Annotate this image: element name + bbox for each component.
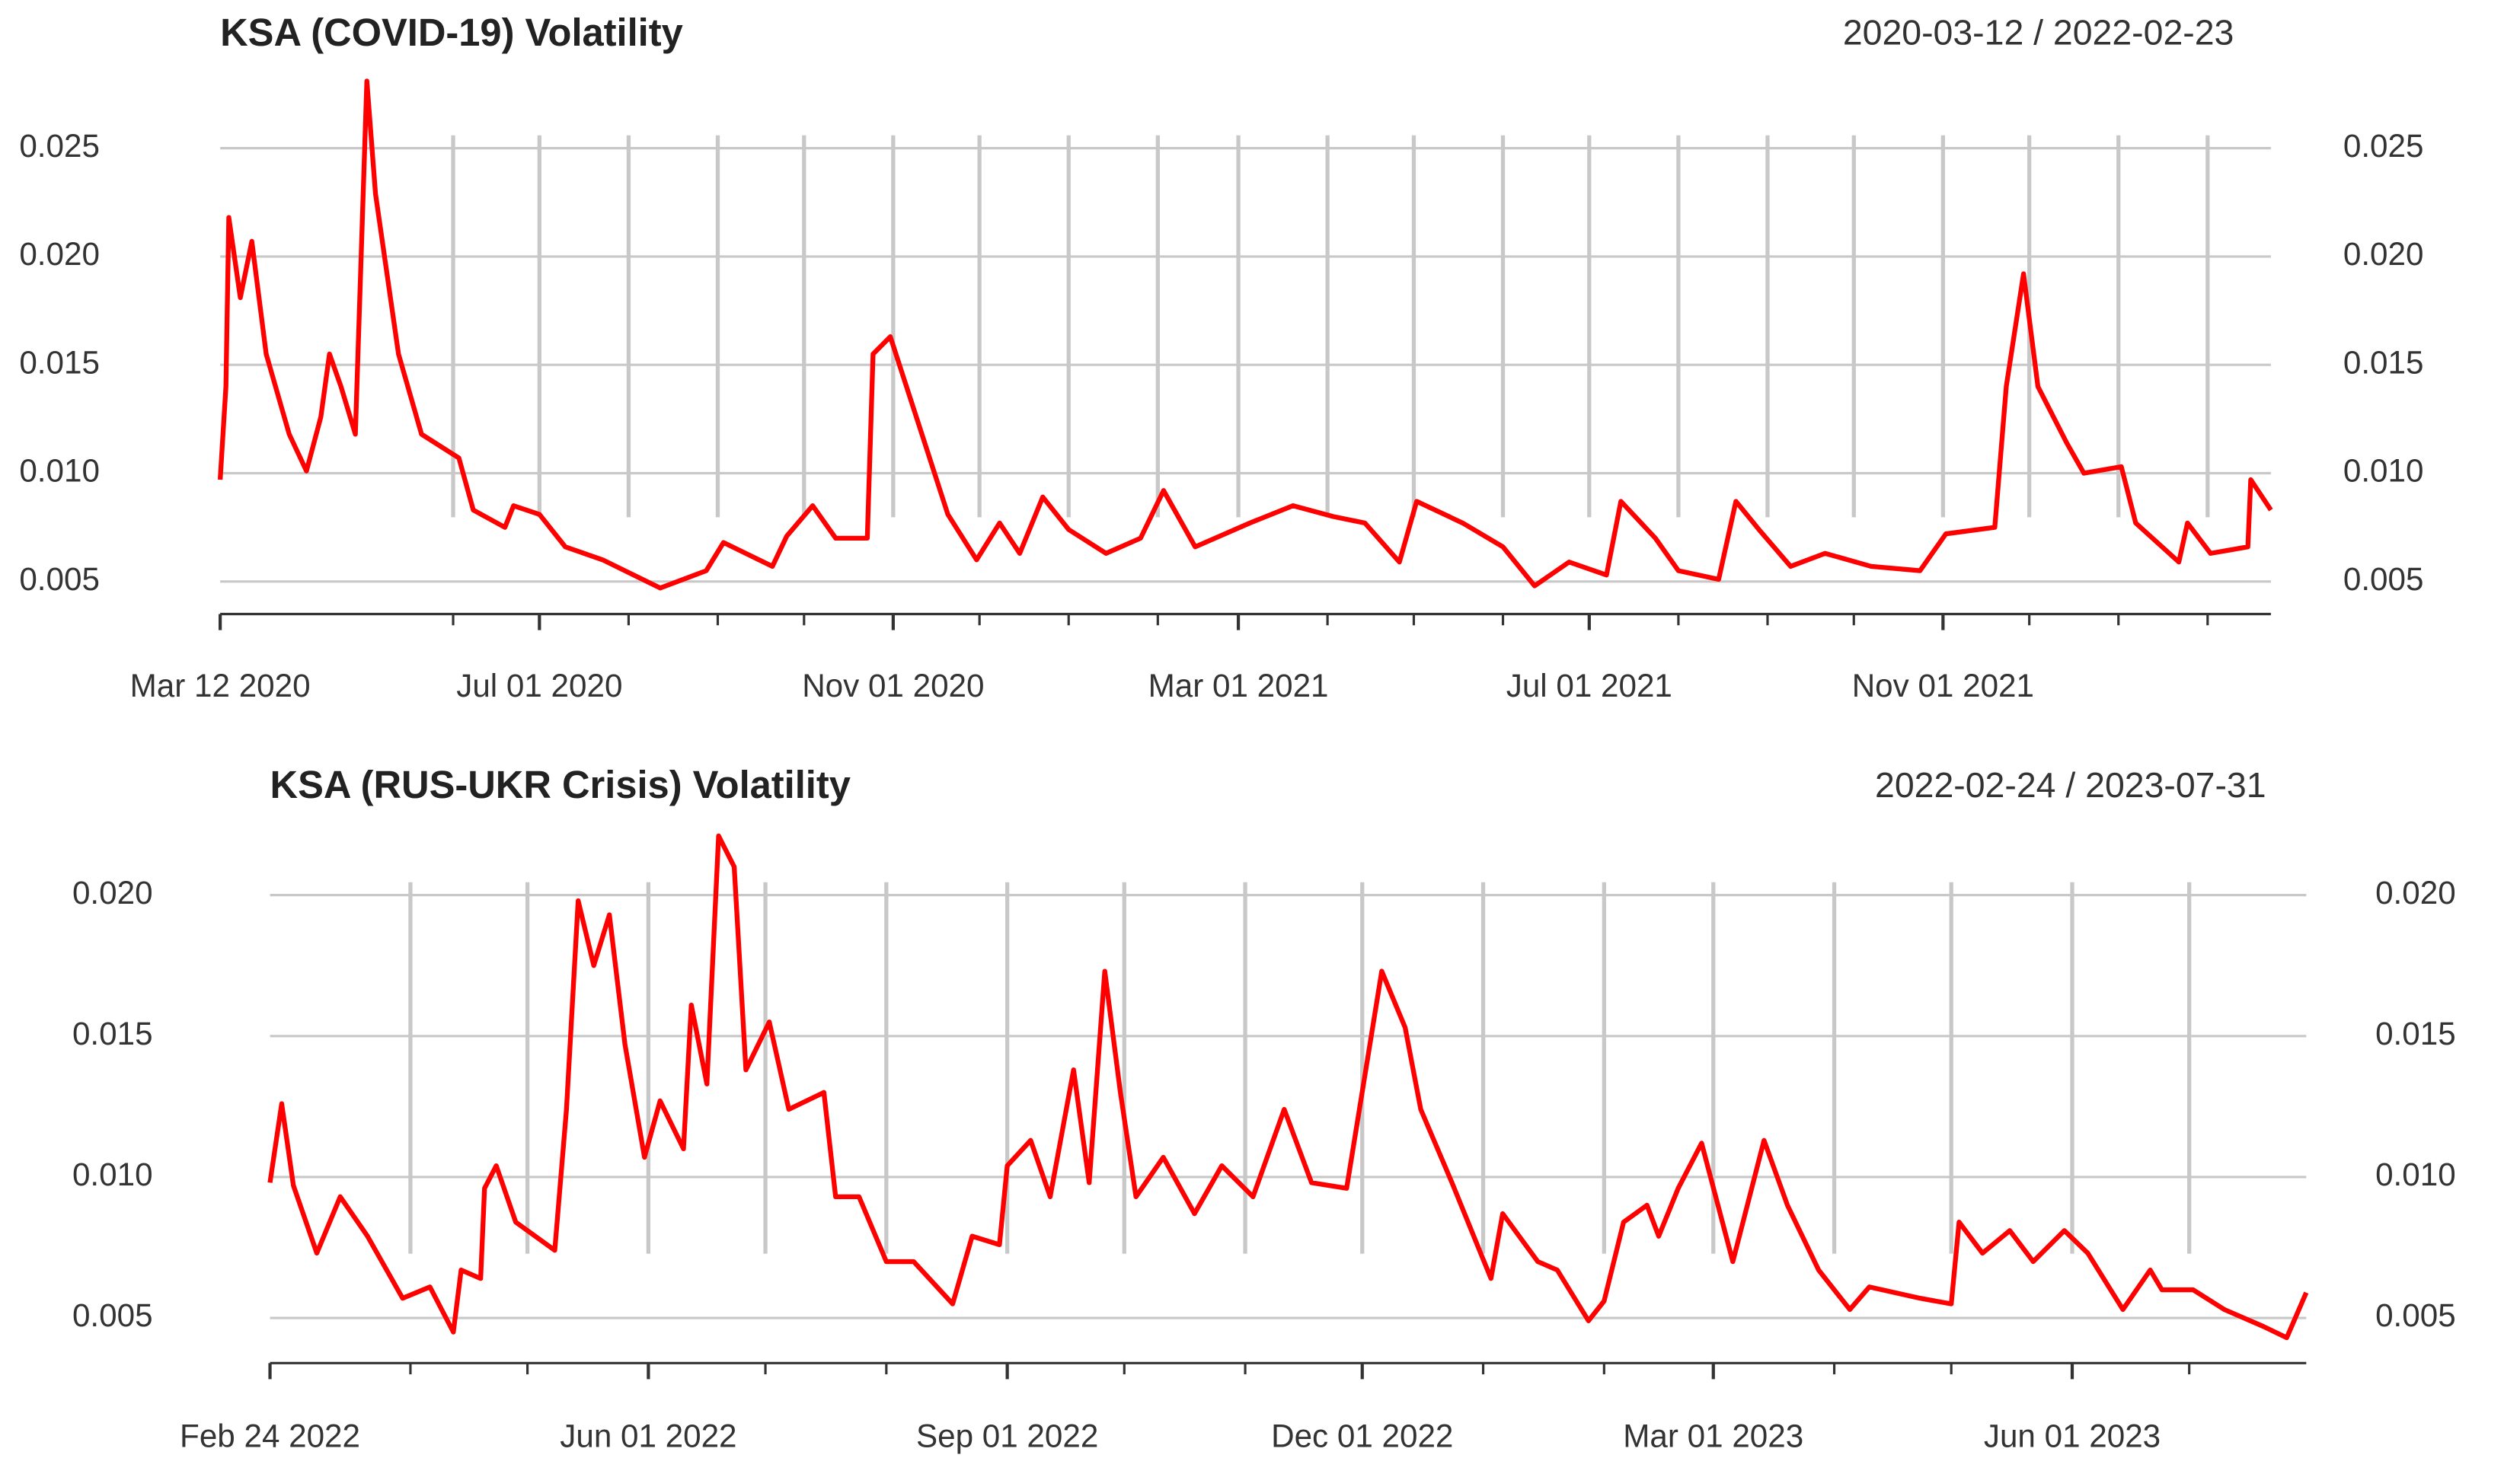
y-tick-label-right: 0.005 [2343, 561, 2424, 597]
y-tick-label: 0.005 [72, 1297, 153, 1333]
x-tick-label: Nov 01 2021 [1852, 668, 2034, 704]
y-tick-label: 0.010 [19, 453, 100, 489]
y-tick-label: 0.010 [72, 1157, 153, 1192]
x-tick-label: Mar 01 2021 [1148, 668, 1329, 704]
y-tick-label: 0.015 [72, 1016, 153, 1051]
y-tick-label: 0.015 [19, 344, 100, 380]
y-tick-label-right: 0.010 [2375, 1157, 2456, 1192]
volatility-line [267, 833, 2309, 1341]
x-tick-label: Mar 12 2020 [130, 668, 311, 704]
x-tick-label: Mar 01 2023 [1623, 1418, 1803, 1454]
y-tick-label-right: 0.025 [2343, 128, 2424, 164]
y-tick-label: 0.005 [19, 561, 100, 597]
x-tick-label: Jul 01 2020 [456, 668, 622, 704]
y-tick-label-right: 0.015 [2375, 1016, 2456, 1051]
x-tick-label: Jun 01 2023 [1984, 1418, 2161, 1454]
chart-title: KSA (RUS-UKR Crisis) Volatility [270, 763, 851, 806]
x-tick-label: Jun 01 2022 [560, 1418, 736, 1454]
x-tick-label: Feb 24 2022 [180, 1418, 360, 1454]
y-tick-label-right: 0.010 [2343, 453, 2424, 489]
x-tick-label: Dec 01 2022 [1271, 1418, 1453, 1454]
y-tick-label: 0.020 [19, 236, 100, 272]
y-tick-label: 0.020 [72, 875, 153, 911]
y-tick-label-right: 0.015 [2343, 344, 2424, 380]
date-range: 2020-03-12 / 2022-02-23 [1843, 13, 2234, 53]
y-tick-label: 0.025 [19, 128, 100, 164]
x-tick-label: Jul 01 2021 [1506, 668, 1672, 704]
y-tick-label-right: 0.005 [2375, 1297, 2456, 1333]
volatility-line [217, 78, 2273, 591]
date-range: 2022-02-24 / 2023-07-31 [1875, 765, 2266, 805]
chart-title: KSA (COVID-19) Volatility [220, 11, 683, 54]
x-tick-label: Nov 01 2020 [802, 668, 984, 704]
y-tick-label-right: 0.020 [2375, 875, 2456, 911]
x-tick-label: Sep 01 2022 [916, 1418, 1098, 1454]
y-tick-label-right: 0.020 [2343, 236, 2424, 272]
